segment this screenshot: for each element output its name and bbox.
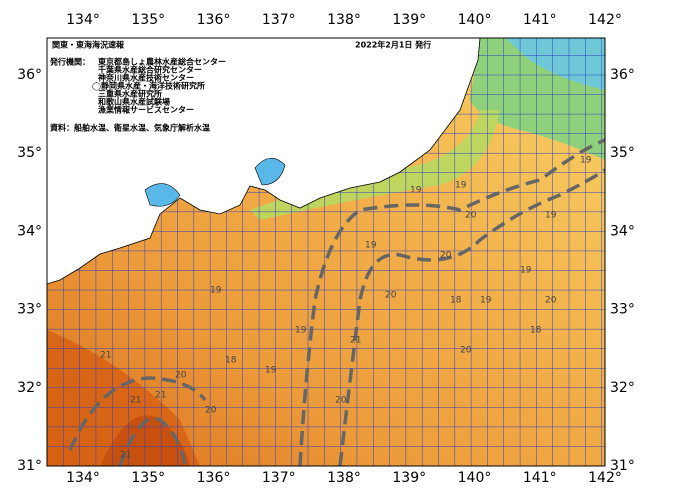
- latitude-label: 33°: [610, 302, 635, 318]
- contour-label: 19: [265, 366, 277, 376]
- current-lines: [68, 138, 605, 466]
- longitude-label: 135°: [131, 12, 165, 28]
- longitude-label: 138°: [327, 470, 361, 486]
- issuers-heading: 発行機関：: [49, 57, 90, 67]
- issuer: 千葉県水産総合研究センター: [98, 65, 202, 75]
- latitude-label: 31°: [610, 458, 635, 474]
- longitude-label: 141°: [523, 470, 557, 486]
- longitude-label: 136°: [197, 12, 231, 28]
- longitude-label: 142°: [588, 12, 622, 28]
- contour-label: 19: [365, 241, 377, 251]
- title: 関東・東海海況速報: [52, 40, 125, 50]
- longitude-label: 140°: [458, 12, 492, 28]
- contour-label: 20: [545, 296, 557, 306]
- latitude-label: 31°: [17, 458, 42, 474]
- issuer: 漁業情報サービスセンター: [98, 105, 194, 115]
- longitude-label: 139°: [392, 12, 426, 28]
- contour-label: 20: [460, 346, 472, 356]
- contour-label: 19: [410, 186, 422, 196]
- contour-label: 21: [100, 351, 111, 361]
- longitude-label: 137°: [262, 12, 296, 28]
- contour-label: 19: [520, 266, 532, 276]
- issuer: ◯静岡県水産・海洋技術研究所: [92, 81, 205, 91]
- contour-label: 20: [440, 251, 452, 261]
- issuer: 東京都島しょ農林水産総合センター: [98, 57, 226, 67]
- contour-label: 18: [530, 326, 542, 336]
- latitude-label: 35°: [610, 145, 635, 161]
- contour-label: 19: [480, 296, 492, 306]
- issuer: 和歌山県水産試験場: [98, 97, 170, 107]
- contour-label: 19: [295, 326, 307, 336]
- issuer: 神奈川県水産技術センター: [98, 73, 194, 83]
- latitude-label: 36°: [17, 67, 42, 83]
- map-area: 19 19 20 20 19 19 20 21 19 20 21 18 19 21 20 19 18 20 21 19…: [47, 38, 605, 466]
- contour-label: 20: [465, 211, 477, 221]
- source: 資料：船舶水温、衛星水温、気象庁解析水温: [50, 123, 210, 133]
- bay: [144, 183, 181, 207]
- longitude-label: 137°: [262, 470, 296, 486]
- longitude-label: 139°: [392, 470, 426, 486]
- latitude-label: 35°: [17, 145, 42, 161]
- longitude-label: 141°: [523, 12, 557, 28]
- cold-water: [505, 38, 605, 90]
- contour-label: 19: [580, 156, 592, 166]
- frame: [46, 37, 606, 467]
- latitude-label: 34°: [17, 223, 42, 239]
- contour-label: 20: [385, 291, 397, 301]
- contour-label: 20: [335, 396, 347, 406]
- contour-label: 18: [450, 296, 462, 306]
- longitude-label: 136°: [197, 470, 231, 486]
- contour-label: 19: [455, 181, 467, 191]
- latitude-label: 36°: [610, 67, 635, 83]
- issuer: 三重県水産研究所: [98, 89, 162, 99]
- contour-label: 21: [155, 391, 166, 401]
- latitude-label: 34°: [610, 223, 635, 239]
- contour-labels: 19 19 20 20 19 19 20 21 19 20 21 18 19 21 20 19 18 20 21 19…: [100, 156, 592, 461]
- longitude-label: 138°: [327, 12, 361, 28]
- contour-label: 21: [120, 451, 131, 461]
- issue-date: 2022年2月1日 発行: [355, 40, 431, 50]
- issuers: 東京都島しょ農林水産総合センター千葉県水産総合研究センター神奈川県水産技術センタ…: [92, 57, 226, 115]
- contour-label: 20: [205, 406, 217, 416]
- longitude-label: 134°: [66, 12, 100, 28]
- contour-label: 19: [210, 286, 222, 296]
- contour-label: 21: [130, 396, 141, 406]
- longitude-label: 140°: [458, 470, 492, 486]
- contour-label: 19: [545, 211, 557, 221]
- longitude-label: 135°: [131, 470, 165, 486]
- contour-label: 20: [175, 371, 187, 381]
- axes: 134° 134° 135° 135° 136° 136° 137° 137° 138° 138°…: [17, 12, 635, 486]
- latitude-label: 32°: [610, 380, 635, 396]
- longitude-label: 134°: [66, 470, 100, 486]
- longitude-label: 142°: [588, 470, 622, 486]
- latitude-label: 33°: [17, 302, 42, 318]
- contour-label: 21: [350, 336, 361, 346]
- latitude-label: 32°: [17, 380, 42, 396]
- bay: [254, 157, 286, 186]
- contour-label: 18: [225, 356, 237, 366]
